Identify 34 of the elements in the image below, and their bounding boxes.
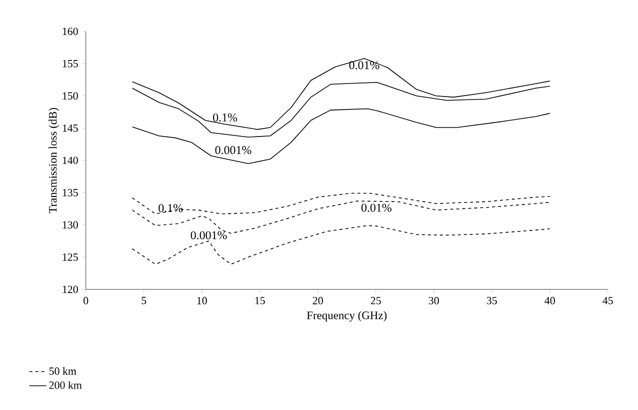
y-tick-label: 145 <box>62 124 78 132</box>
line-series <box>132 225 550 265</box>
line-series <box>132 82 550 138</box>
annotation: 0.01% <box>349 61 380 70</box>
legend-label: 50 km <box>49 367 76 375</box>
annotation: 0.01% <box>361 204 392 212</box>
x-tick-label: 10 <box>197 296 207 304</box>
y-tick-label: 150 <box>62 92 78 100</box>
x-tick-label: 30 <box>428 296 439 304</box>
legend-label: 200 km <box>49 381 82 389</box>
x-tick-label: 20 <box>312 296 323 304</box>
x-tick-label: 25 <box>370 296 381 304</box>
x-tick-label: 40 <box>544 296 555 304</box>
y-tick-label: 155 <box>62 60 78 68</box>
y-tick-label: 125 <box>62 253 78 261</box>
line-series <box>132 108 550 164</box>
x-tick-label: 45 <box>602 296 613 304</box>
annotation: 0.001% <box>215 146 252 154</box>
y-axis-title: Transmission loss (dB) <box>48 108 60 214</box>
y-tick-label: 160 <box>62 28 78 36</box>
line-series <box>132 58 550 130</box>
y-tick-label: 120 <box>62 286 78 294</box>
annotation: 0.001% <box>190 231 227 240</box>
y-tick-label: 140 <box>62 156 78 164</box>
x-tick-label: 15 <box>255 296 265 304</box>
y-tick-label: 130 <box>62 221 78 229</box>
x-axis-title: Frequency (GHz) <box>306 311 387 322</box>
annotation: 0.1% <box>158 204 183 212</box>
y-tick-label: 135 <box>62 188 78 196</box>
x-tick-label: 35 <box>486 296 497 304</box>
x-tick-label: 5 <box>142 296 146 304</box>
annotation: 0.1% <box>213 113 238 122</box>
x-tick-label: 0 <box>84 296 88 304</box>
line-series <box>132 192 550 214</box>
